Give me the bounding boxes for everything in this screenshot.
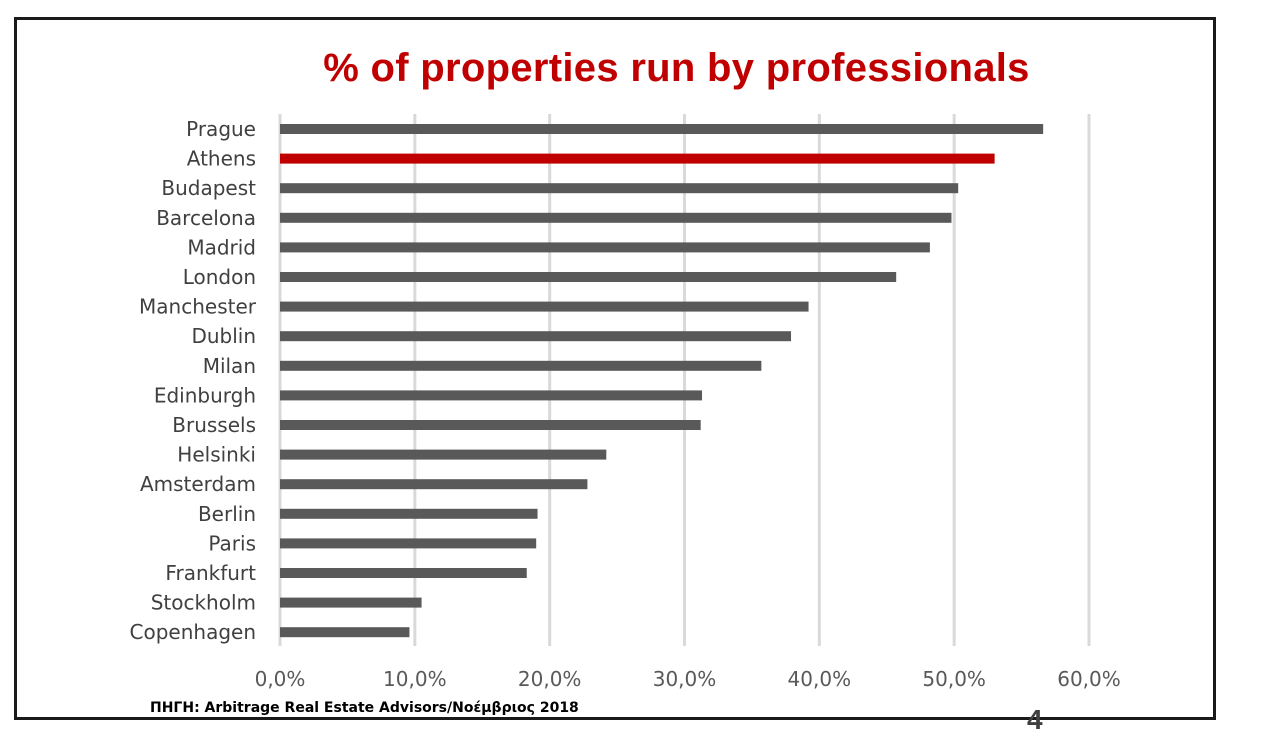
chart-title: % of properties run by professionals bbox=[323, 46, 1030, 90]
x-tick-label: 10,0% bbox=[383, 667, 447, 691]
x-tick-label: 20,0% bbox=[518, 667, 582, 691]
bar-prague bbox=[280, 124, 1044, 134]
category-label: Dublin bbox=[191, 324, 256, 348]
category-label: Copenhagen bbox=[130, 620, 256, 644]
grid-lines bbox=[278, 114, 1091, 646]
x-tick-label: 30,0% bbox=[653, 667, 717, 691]
category-label: Paris bbox=[208, 531, 256, 555]
category-label: Madrid bbox=[187, 235, 256, 259]
bar-manchester bbox=[280, 301, 809, 312]
category-label: Barcelona bbox=[156, 206, 256, 230]
category-label: Manchester bbox=[139, 295, 257, 319]
category-label: London bbox=[183, 265, 256, 289]
category-label: Stockholm bbox=[151, 591, 256, 615]
x-tick-label: 0,0% bbox=[255, 667, 306, 691]
bar-budapest bbox=[280, 183, 959, 194]
bar-berlin bbox=[280, 508, 538, 519]
bar-amsterdam bbox=[280, 479, 588, 490]
bar-barcelona bbox=[280, 212, 952, 223]
x-tick-label: 50,0% bbox=[922, 667, 986, 691]
category-label: Brussels bbox=[172, 413, 256, 437]
category-label: Budapest bbox=[161, 176, 256, 200]
category-labels: Prague Athens Budapest Barcelona Madrid Londo… bbox=[130, 117, 257, 644]
category-label: Athens bbox=[187, 147, 256, 171]
bar-copenhagen bbox=[280, 627, 410, 638]
category-label: Edinburgh bbox=[154, 383, 256, 407]
category-label: Berlin bbox=[198, 502, 256, 526]
source-note: ΠΗΓΗ: Arbitrage Real Estate Advisors/Νοέ… bbox=[150, 700, 579, 716]
category-label: Amsterdam bbox=[140, 472, 256, 496]
bar-frankfurt bbox=[280, 568, 527, 578]
bar-athens bbox=[280, 153, 995, 164]
category-label: Prague bbox=[186, 117, 256, 141]
x-axis-tick-labels: 0,0% 10,0% 20,0% 30,0% 40,0% 50,0% 60,0% bbox=[255, 667, 1121, 691]
x-tick-label: 60,0% bbox=[1057, 667, 1121, 691]
x-tick-label: 40,0% bbox=[788, 667, 852, 691]
bar-madrid bbox=[280, 242, 930, 253]
bar-milan bbox=[280, 360, 762, 371]
category-label: Frankfurt bbox=[165, 561, 256, 585]
bar-paris bbox=[280, 538, 537, 549]
bar-helsinki bbox=[280, 449, 607, 460]
bar-edinburgh bbox=[280, 390, 703, 401]
page-number: 4 bbox=[1027, 704, 1043, 735]
bar-dublin bbox=[280, 331, 792, 342]
bar-london bbox=[280, 272, 897, 282]
bars bbox=[280, 124, 1044, 638]
bar-brussels bbox=[280, 420, 701, 430]
bar-stockholm bbox=[280, 597, 422, 608]
category-label: Helsinki bbox=[177, 443, 256, 467]
category-label: Milan bbox=[203, 354, 256, 378]
